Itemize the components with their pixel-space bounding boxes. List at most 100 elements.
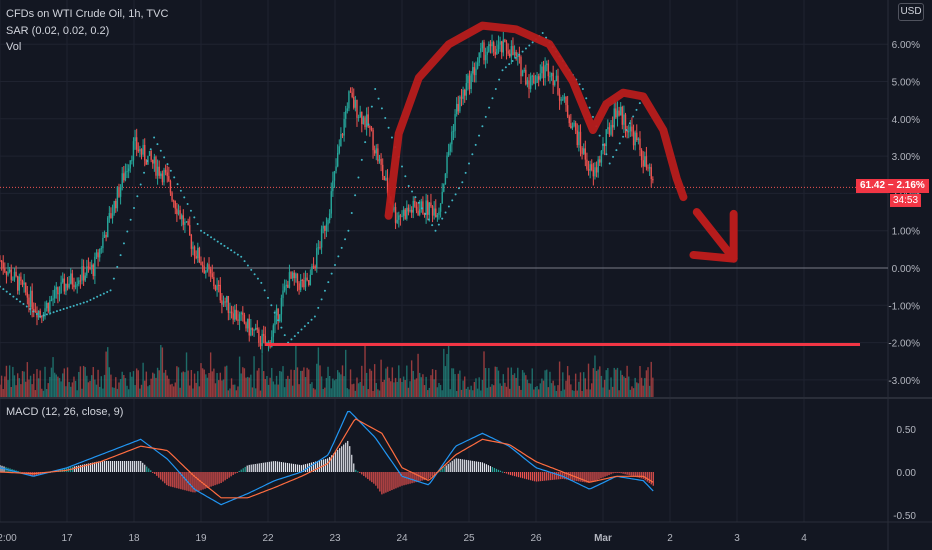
volume-bar <box>177 367 180 397</box>
currency-badge[interactable]: USD <box>898 3 924 21</box>
volume-bar <box>537 389 540 397</box>
volume-bar <box>33 373 35 397</box>
volume-bar <box>451 368 453 397</box>
macd-histogram-bar <box>650 472 652 485</box>
sar-dot <box>404 175 407 178</box>
sar-dot <box>146 159 149 162</box>
symbol-title[interactable]: CFDs on WTI Crude Oil, 1h, TVC <box>6 8 169 20</box>
sar-dot <box>243 260 246 263</box>
macd-histogram-bar <box>212 472 214 486</box>
volume-bar <box>351 384 353 397</box>
macd-histogram-bar <box>371 472 373 483</box>
candle-body <box>253 329 255 331</box>
macd-histogram-bar <box>254 463 256 472</box>
sar-dot <box>461 181 464 184</box>
volume-bar <box>592 368 595 397</box>
volume-bar <box>348 389 350 397</box>
volume-bar <box>330 388 332 397</box>
macd-histogram-bar <box>304 464 307 472</box>
volume-bar <box>12 366 14 397</box>
candle-body <box>610 124 612 135</box>
macd-histogram-bar <box>457 458 459 472</box>
volume-bar <box>341 365 344 397</box>
macd-histogram-bar <box>363 472 365 476</box>
volume-bar <box>410 360 413 397</box>
volume-bar <box>164 369 167 397</box>
macd-histogram-bar <box>590 472 592 483</box>
sar-dot <box>76 303 79 306</box>
volume-bar <box>383 379 386 397</box>
sar-dot <box>163 156 166 159</box>
candle-body <box>586 159 588 169</box>
volume-bar <box>152 372 154 397</box>
volume-bar <box>240 373 242 397</box>
volume-bar <box>375 383 377 397</box>
candle-body <box>584 148 587 160</box>
candle-body <box>375 148 377 154</box>
parabolic-sar-dots <box>0 32 641 344</box>
sar-dot <box>632 115 635 118</box>
candle-body <box>271 336 273 348</box>
candle-body <box>134 137 136 142</box>
macd-histogram-bar <box>473 461 475 472</box>
sar-dot <box>0 285 1 288</box>
macd-histogram-bar <box>101 460 104 472</box>
volume-bar <box>182 371 185 397</box>
candle-body <box>185 221 188 223</box>
sar-indicator-label[interactable]: SAR (0.02, 0.02, 0.2) <box>6 25 110 37</box>
volume-bar <box>520 389 522 397</box>
volume-bar <box>608 389 611 397</box>
volume-bar <box>438 382 440 397</box>
macd-histogram-bar <box>128 460 130 472</box>
macd-histogram-bar <box>429 472 431 478</box>
sar-dot <box>206 234 209 237</box>
candle-body <box>616 110 619 118</box>
candle-body <box>189 225 191 236</box>
volume-bar <box>573 390 575 397</box>
candle-body <box>287 284 289 288</box>
candle-body <box>521 70 524 77</box>
volume-bar <box>462 380 464 397</box>
volume-bar <box>62 373 64 397</box>
volume-bar <box>636 382 638 397</box>
down-arrow-head <box>689 209 738 263</box>
volume-indicator-label[interactable]: Vol <box>6 41 22 53</box>
volume-bar <box>209 352 212 397</box>
volume-bar <box>108 367 111 397</box>
volume-bar <box>484 368 487 397</box>
candle-body <box>594 167 596 177</box>
volume-bar <box>584 378 587 397</box>
volume-bar <box>201 368 204 397</box>
volume-bar <box>192 388 194 397</box>
candle-body <box>476 62 479 69</box>
sar-dot <box>344 238 347 241</box>
volume-bar <box>494 366 496 397</box>
candle-body <box>92 264 94 276</box>
candle-body <box>430 202 432 207</box>
time-tick-label: Mar <box>594 533 612 544</box>
volume-bar <box>578 381 580 397</box>
macd-histogram-bar <box>184 472 186 491</box>
macd-histogram-bar <box>550 472 552 481</box>
sar-dot <box>524 47 527 50</box>
sar-dot <box>96 295 99 298</box>
volume-bar <box>132 371 135 397</box>
macd-histogram-bar <box>258 463 260 472</box>
macd-indicator-label[interactable]: MACD (12, 26, close, 9) <box>6 406 124 418</box>
candle-body <box>135 137 138 150</box>
volume-bar <box>589 389 591 397</box>
candle-body <box>603 143 606 147</box>
macd-histogram-bar <box>349 446 351 472</box>
macd-histogram-bar <box>642 472 644 479</box>
price-tick-label: 6.00% <box>892 40 920 51</box>
candle-body <box>441 191 443 204</box>
price-tick-label: 1.00% <box>892 227 920 238</box>
candle-body <box>227 296 230 313</box>
macd-histogram-bar <box>95 461 98 472</box>
volume-bar <box>637 383 640 397</box>
volume-bar <box>380 359 382 397</box>
sar-dot <box>451 199 454 202</box>
volume-bar <box>280 371 283 397</box>
candle-body <box>415 206 418 211</box>
